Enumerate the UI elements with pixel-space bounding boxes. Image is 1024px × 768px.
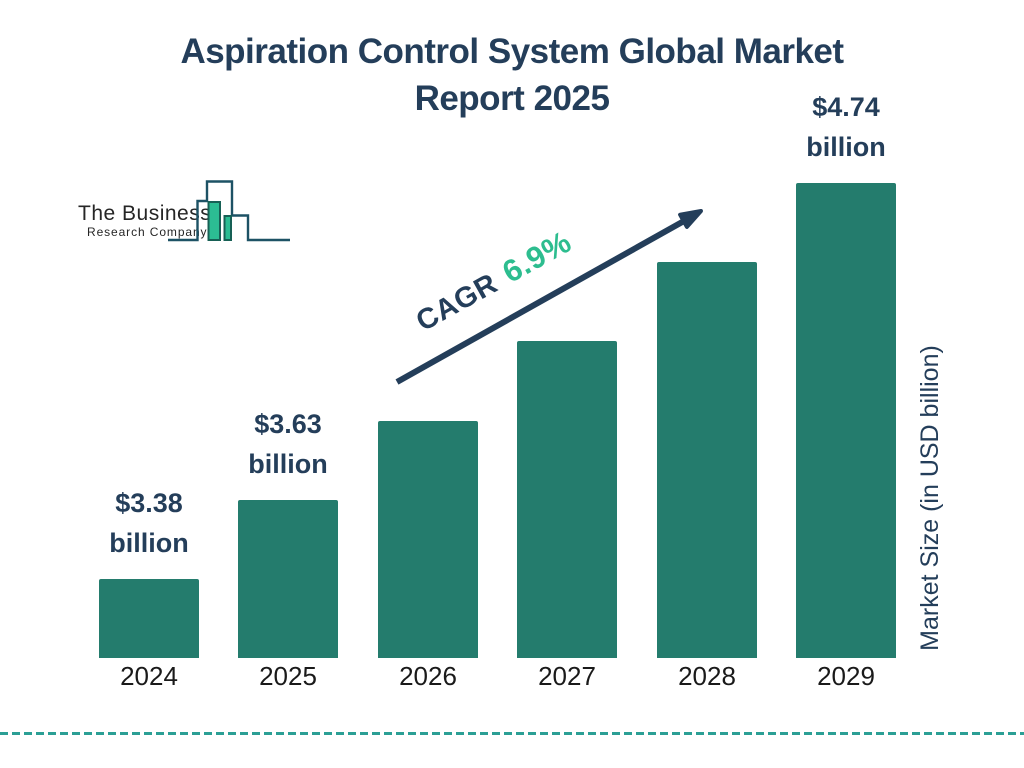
page-title-line-2: Report 2025: [414, 79, 610, 118]
value-unit: billion: [248, 449, 328, 479]
year-label-2028: 2028: [678, 661, 736, 691]
bar-2027: [517, 341, 617, 658]
cagr-label: CAGR: [411, 267, 503, 338]
y-axis-label: Market Size (in USD billion): [916, 345, 944, 651]
logo-bar-chart-icon: [168, 180, 290, 242]
value-amount: $3.38: [115, 488, 183, 518]
logo-filled-bar-short: [223, 215, 232, 241]
cagr-value: 6.9%: [496, 223, 578, 290]
growth-arrow-head: [678, 209, 703, 229]
year-label-2027: 2027: [538, 661, 596, 691]
year-label-2026: 2026: [399, 661, 457, 691]
bar-2024: [99, 579, 199, 658]
bar-2026: [378, 421, 478, 658]
bottom-dashed-divider: [0, 732, 1024, 735]
bar-2029: [796, 183, 896, 658]
value-amount: $4.74: [812, 92, 880, 122]
logo-filled-bar-tall: [207, 201, 221, 241]
bar-2025: [238, 500, 338, 658]
year-label-2029: 2029: [817, 661, 875, 691]
bar-2028: [657, 262, 757, 658]
cagr-annotation: CAGR 6.9%: [387, 211, 603, 356]
year-label-2024: 2024: [120, 661, 178, 691]
value-label-2029: $4.74 billion: [761, 87, 931, 167]
logo-text-secondary: Research Company: [87, 225, 208, 239]
page-title-line-1: Aspiration Control System Global Market: [180, 32, 844, 71]
value-unit: billion: [806, 132, 886, 162]
page-title: Aspiration Control System Global Market …: [0, 28, 1024, 122]
value-amount: $3.63: [254, 409, 322, 439]
logo-skyline-outline: [168, 180, 290, 242]
value-label-2025: $3.63 billion: [203, 404, 373, 484]
value-label-2024: $3.38 billion: [64, 483, 234, 563]
company-logo: The Business Research Company: [78, 176, 298, 248]
value-unit: billion: [109, 528, 189, 558]
year-label-2025: 2025: [259, 661, 317, 691]
logo-text-primary: The Business: [78, 202, 212, 225]
